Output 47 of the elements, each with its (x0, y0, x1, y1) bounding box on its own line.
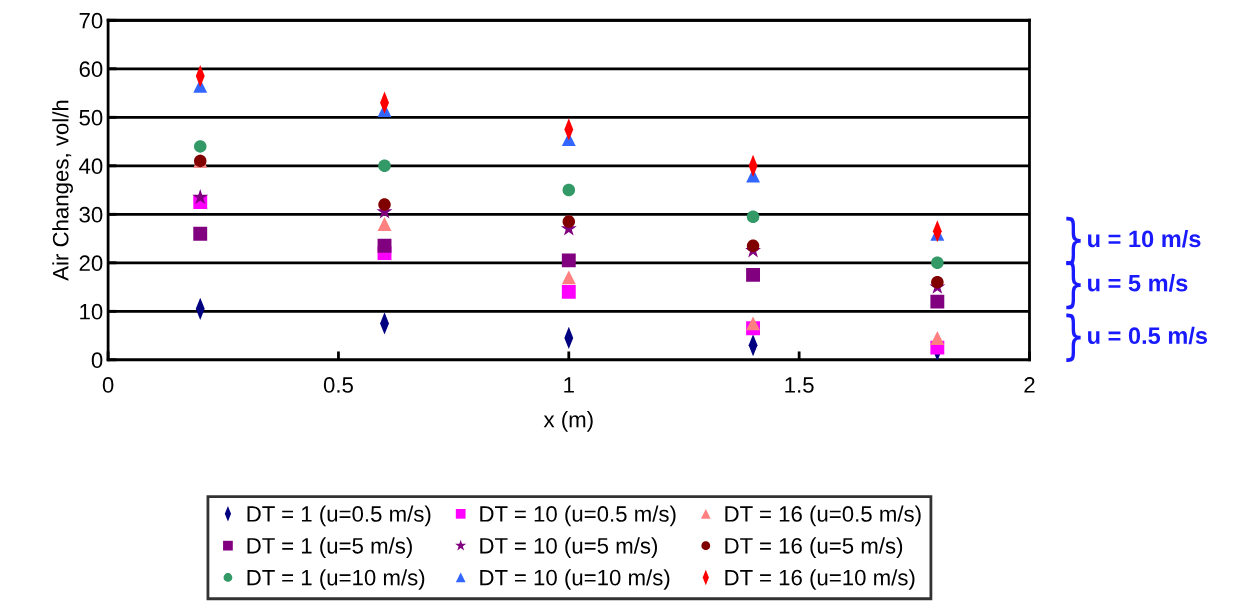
legend-label: DT = 1 (u=0.5 m/s) (247, 505, 431, 527)
y-tick-label: 50 (79, 109, 103, 126)
point (561, 270, 576, 285)
legend-label: DT = 16 (u=5 m/s) (725, 537, 903, 559)
point (746, 267, 761, 282)
point (377, 217, 392, 231)
legend-label: DT = 16 (u=10 m/s) (725, 569, 915, 590)
y-tick-label: 20 (79, 255, 103, 272)
point (378, 159, 391, 173)
point (746, 239, 760, 253)
point (378, 198, 391, 211)
legend-label: DT = 1 (u=10 m/s) (247, 569, 425, 590)
y-tick-label: 70 (79, 12, 103, 29)
y-axis-title: Air Changes, vol/h (52, 100, 73, 281)
point (746, 316, 761, 331)
x-axis-title: x (m) (543, 411, 593, 432)
y-tick-label: 60 (79, 61, 103, 78)
point (192, 188, 209, 205)
legend-label: DT = 16 (u=0.5 m/s) (725, 505, 921, 527)
x-tick-label: 1 (564, 377, 574, 393)
legend-label: DT = 10 (u=0.5 m/s) (480, 505, 676, 527)
point (562, 183, 576, 197)
legend-label: DT = 10 (u=5 m/s) (480, 537, 657, 559)
point (930, 294, 945, 309)
x-tick-label: 2 (1024, 377, 1035, 393)
point (561, 284, 576, 299)
point (562, 215, 576, 228)
point (930, 331, 945, 345)
text: u = 5 m/s (1088, 274, 1188, 292)
text: u = 10 m/s (1088, 229, 1201, 248)
text: u = 0.5 m/s (1088, 326, 1208, 345)
point (377, 238, 392, 253)
x-tick-label: 1.5 (785, 377, 814, 393)
legend-label: DT = 1 (u=5 m/s) (247, 537, 412, 559)
y-tick-label: 10 (80, 303, 103, 320)
point (561, 253, 576, 268)
y-tick-label: 0 (91, 352, 103, 369)
point (931, 256, 944, 270)
x-tick-label: 0 (102, 377, 114, 393)
y-tick-label: 30 (79, 206, 103, 223)
point (193, 140, 207, 153)
point (746, 210, 760, 223)
x-tick-label: 0.5 (323, 377, 353, 393)
point (193, 226, 208, 241)
point (931, 275, 944, 289)
legend-label: DT = 10 (u=10 m/s) (480, 569, 670, 590)
y-tick-label: 40 (79, 158, 103, 175)
